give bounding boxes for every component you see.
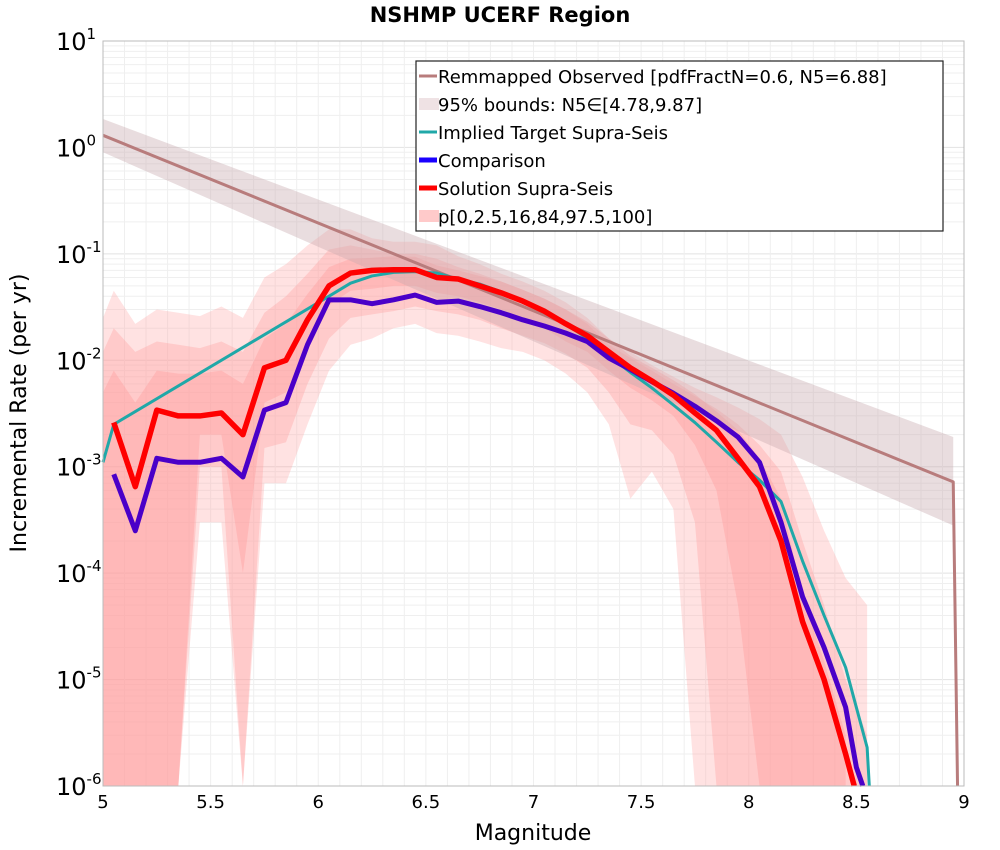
x-tick-label: 6: [313, 792, 324, 813]
y-tick-label: 100: [56, 131, 96, 162]
y-tick-label: 10-5: [56, 664, 102, 695]
legend-label: Solution Supra-Seis: [438, 179, 613, 200]
percentile-band: [103, 229, 868, 786]
x-tick-label: 5: [97, 792, 108, 813]
y-tick-label: 10-1: [56, 238, 102, 269]
y-axis-label: Incremental Rate (per yr): [7, 274, 32, 553]
y-tick-label: 101: [56, 25, 96, 56]
legend-swatch: [419, 98, 439, 110]
legend-label: Implied Target Supra-Seis: [438, 123, 668, 144]
chart-title: NSHMP UCERF Region: [370, 3, 631, 27]
y-tick-labels: 101 100 10-1 10-2 10-3 10-4 10-5 10-6: [56, 25, 102, 801]
x-tick-label: 9: [958, 792, 969, 813]
x-tick-label: 6.5: [412, 792, 441, 813]
solution-line: [111, 266, 857, 787]
x-tick-label: 5.5: [196, 792, 225, 813]
y-tick-label: 10-6: [56, 770, 102, 801]
legend-label: Comparison: [438, 151, 546, 172]
legend-label: 95% bounds: N5∈[4.78,9.87]: [438, 95, 702, 116]
legend: Remmapped Observed [pdfFractN=0.6, N5=6.…: [415, 60, 944, 232]
comparison-line: [111, 292, 866, 787]
x-tick-label: 7.5: [627, 792, 656, 813]
series-lines: [101, 133, 960, 787]
legend-box: [415, 60, 944, 232]
observed-line: [102, 133, 960, 787]
legend-label: Remmapped Observed [pdfFractN=0.6, N5=6.…: [438, 67, 887, 88]
y-tick-label: 10-2: [56, 344, 102, 375]
y-tick-label: 10-4: [56, 557, 102, 588]
plot-frame: [102, 40, 965, 787]
x-tick-label: 8.5: [842, 792, 871, 813]
y-tick-label: 10-3: [56, 451, 102, 482]
x-axis-label: Magnitude: [475, 821, 592, 846]
x-tick-labels: 5 5.5 6 6.5 7 7.5 8 8.5 9: [97, 792, 969, 813]
legend-label: p[0,2.5,16,84,97.5,100]: [438, 207, 652, 228]
legend-swatch: [419, 210, 439, 222]
x-tick-label: 8: [743, 792, 754, 813]
x-tick-label: 7: [528, 792, 539, 813]
